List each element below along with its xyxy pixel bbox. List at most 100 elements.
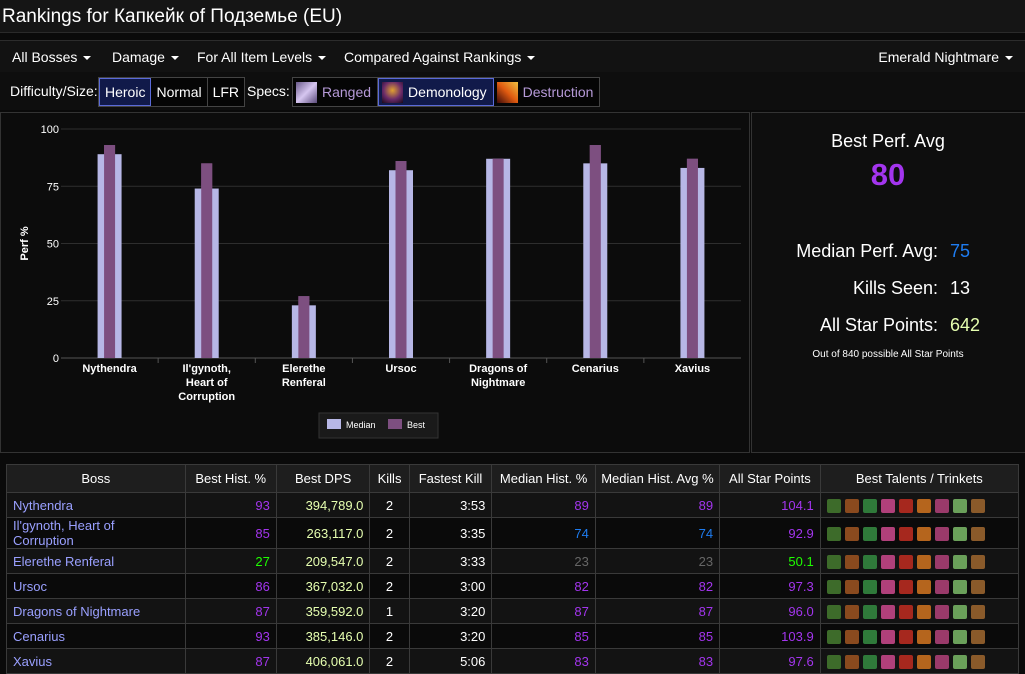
compare-dropdown[interactable]: Compared Against Rankings: [344, 49, 536, 65]
column-header[interactable]: Kills: [369, 464, 410, 493]
talent-4-icon[interactable]: [880, 526, 895, 541]
difficulty-normal-button[interactable]: Normal: [151, 78, 208, 106]
talent-5-icon[interactable]: [898, 629, 913, 644]
item-level-dropdown[interactable]: For All Item Levels: [197, 49, 327, 65]
talent-6-icon[interactable]: [916, 498, 931, 513]
trinket-2-icon[interactable]: [970, 654, 985, 669]
spec-demonology-button[interactable]: Demonology: [378, 78, 494, 106]
talent-5-icon[interactable]: [898, 554, 913, 569]
trinket-1-icon[interactable]: [952, 629, 967, 644]
talent-3-icon[interactable]: [862, 498, 877, 513]
trinket-2-icon[interactable]: [970, 604, 985, 619]
boss-name-link[interactable]: Xavius: [6, 648, 186, 674]
talent-4-icon[interactable]: [880, 654, 895, 669]
table-body: Nythendra 93 394,789.0 2 3:53 89 89 104.1 Il'gyn…: [6, 492, 1020, 674]
talent-5-icon[interactable]: [898, 579, 913, 594]
chevron-down-icon: [170, 56, 179, 60]
talent-2-icon[interactable]: [844, 629, 859, 644]
trinket-1-icon[interactable]: [952, 526, 967, 541]
talent-6-icon[interactable]: [916, 554, 931, 569]
talent-2-icon[interactable]: [844, 498, 859, 513]
talent-3-icon[interactable]: [862, 526, 877, 541]
talent-1-icon[interactable]: [826, 526, 841, 541]
talent-5-icon[interactable]: [898, 654, 913, 669]
talent-1-icon[interactable]: [826, 604, 841, 619]
talent-5-icon[interactable]: [898, 498, 913, 513]
talent-6-icon[interactable]: [916, 526, 931, 541]
talent-6-icon[interactable]: [916, 579, 931, 594]
best-dps: 367,032.0: [275, 573, 371, 599]
trinket-1-icon[interactable]: [952, 654, 967, 669]
talent-2-icon[interactable]: [844, 604, 859, 619]
talent-1-icon[interactable]: [826, 554, 841, 569]
talent-4-icon[interactable]: [880, 554, 895, 569]
talent-6-icon[interactable]: [916, 629, 931, 644]
boss-name-link[interactable]: Dragons of Nightmare: [6, 598, 186, 624]
boss-name-link[interactable]: Elerethe Renferal: [6, 548, 186, 574]
trinket-2-icon[interactable]: [970, 554, 985, 569]
talent-7-icon[interactable]: [934, 526, 949, 541]
trinket-1-icon[interactable]: [952, 579, 967, 594]
talent-2-icon[interactable]: [844, 554, 859, 569]
talent-5-icon[interactable]: [898, 604, 913, 619]
best-hist-percent: 85: [184, 517, 277, 549]
talent-3-icon[interactable]: [862, 629, 877, 644]
fastest-kill: 3:53: [408, 492, 493, 518]
talent-3-icon[interactable]: [862, 554, 877, 569]
trinket-2-icon[interactable]: [970, 579, 985, 594]
difficulty-heroic-button[interactable]: Heroic: [99, 78, 152, 106]
bosses-dropdown[interactable]: All Bosses: [12, 49, 92, 65]
column-header[interactable]: Fastest Kill: [408, 464, 493, 493]
x-tick-label: Corruption: [178, 391, 235, 403]
talent-4-icon[interactable]: [880, 604, 895, 619]
talent-3-icon[interactable]: [862, 579, 877, 594]
talent-5-icon[interactable]: [898, 526, 913, 541]
trinket-1-icon[interactable]: [952, 604, 967, 619]
talent-3-icon[interactable]: [862, 654, 877, 669]
talent-4-icon[interactable]: [880, 579, 895, 594]
boss-name-link[interactable]: Cenarius: [6, 623, 186, 649]
talent-7-icon[interactable]: [934, 579, 949, 594]
boss-name-link[interactable]: Nythendra: [6, 492, 186, 518]
spec-destruction-button[interactable]: Destruction: [494, 78, 600, 106]
talent-7-icon[interactable]: [934, 604, 949, 619]
talent-2-icon[interactable]: [844, 526, 859, 541]
boss-name-link[interactable]: Ursoc: [6, 573, 186, 599]
talent-7-icon[interactable]: [934, 498, 949, 513]
talent-3-icon[interactable]: [862, 604, 877, 619]
trinket-1-icon[interactable]: [952, 554, 967, 569]
zone-dropdown[interactable]: Emerald Nightmare: [878, 49, 1013, 65]
column-header[interactable]: Median Hist. %: [491, 464, 596, 493]
column-header[interactable]: Best Talents / Trinkets: [819, 464, 1020, 493]
x-tick-label: Dragons of: [469, 363, 527, 375]
spec-demonology-label: Demonology: [408, 84, 487, 100]
trinket-2-icon[interactable]: [970, 498, 985, 513]
metric-dropdown[interactable]: Damage: [112, 49, 179, 65]
talent-1-icon[interactable]: [826, 498, 841, 513]
boss-name-link[interactable]: Il'gynoth, Heart of Corruption: [6, 517, 186, 549]
spec-ranged-button[interactable]: Ranged: [293, 78, 379, 106]
talent-6-icon[interactable]: [916, 654, 931, 669]
column-header[interactable]: Best DPS: [275, 464, 371, 493]
talent-7-icon[interactable]: [934, 654, 949, 669]
x-tick-label: Elerethe: [282, 363, 325, 375]
talent-1-icon[interactable]: [826, 629, 841, 644]
talent-1-icon[interactable]: [826, 654, 841, 669]
talent-2-icon[interactable]: [844, 654, 859, 669]
trinket-2-icon[interactable]: [970, 629, 985, 644]
column-header[interactable]: Median Hist. Avg %: [594, 464, 721, 493]
talent-7-icon[interactable]: [934, 554, 949, 569]
trinket-1-icon[interactable]: [952, 498, 967, 513]
talent-7-icon[interactable]: [934, 629, 949, 644]
column-header[interactable]: Best Hist. %: [184, 464, 277, 493]
talent-4-icon[interactable]: [880, 498, 895, 513]
talent-6-icon[interactable]: [916, 604, 931, 619]
talent-4-icon[interactable]: [880, 629, 895, 644]
talent-2-icon[interactable]: [844, 579, 859, 594]
difficulty-lfr-button[interactable]: LFR: [212, 84, 240, 100]
column-header[interactable]: Boss: [6, 464, 186, 493]
chevron-down-icon: [527, 56, 536, 60]
talent-1-icon[interactable]: [826, 579, 841, 594]
trinket-2-icon[interactable]: [970, 526, 985, 541]
column-header[interactable]: All Star Points: [719, 464, 821, 493]
